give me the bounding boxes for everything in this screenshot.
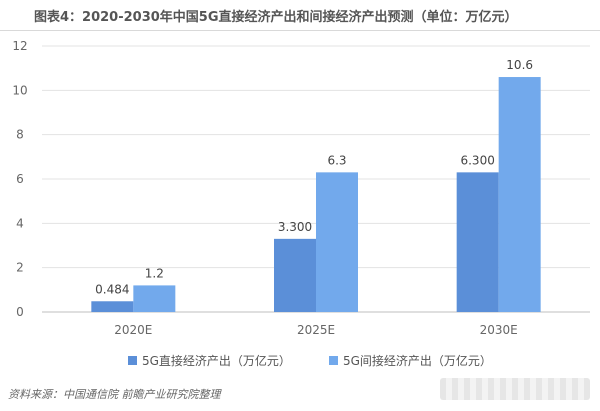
- y-tick-label: 0: [16, 305, 24, 319]
- data-label: 3.300: [278, 220, 312, 234]
- title-divider: [0, 30, 600, 31]
- x-tick-label: 2030E: [480, 323, 518, 337]
- source-note: 资料来源：中国通信院 前瞻产业研究院整理: [8, 388, 221, 401]
- data-label: 1.2: [145, 266, 164, 280]
- legend-swatch-direct: [128, 356, 137, 365]
- bar-direct: [274, 238, 316, 312]
- y-tick-label: 4: [16, 216, 24, 230]
- bar-indirect: [316, 172, 358, 312]
- x-tick-label: 2020E: [114, 323, 152, 337]
- y-tick-label: 8: [16, 128, 24, 142]
- y-tick-label: 12: [12, 39, 27, 53]
- legend-label-indirect: 5G间接经济产出（万亿元）: [342, 354, 492, 368]
- chart-legend: 5G直接经济产出（万亿元） 5G间接经济产出（万亿元）: [128, 352, 492, 369]
- data-label: 6.300: [460, 153, 494, 167]
- y-tick-label: 10: [12, 83, 27, 97]
- bar-direct: [91, 301, 134, 312]
- y-tick-label: 2: [16, 261, 24, 275]
- bar-indirect: [498, 77, 541, 313]
- chart-title: 图表4：2020-2030年中国5G直接经济产出和间接经济产出预测（单位：万亿元…: [34, 10, 518, 25]
- x-tick-label: 2025E: [297, 323, 335, 337]
- data-label: 0.484: [95, 282, 129, 296]
- bar-direct: [456, 172, 499, 312]
- legend-label-direct: 5G直接经济产出（万亿元）: [142, 354, 291, 368]
- blurred-watermark: [440, 378, 590, 400]
- bar-chart: 0 2 4 6 8 10 12 0.484 1.2 2020E 3.300 6.3 2025E 6.300…: [12, 39, 590, 337]
- bar-indirect: [133, 285, 176, 312]
- legend-item-direct: 5G直接经济产出（万亿元）: [128, 352, 291, 369]
- data-label: 6.3: [327, 153, 346, 167]
- legend-swatch-indirect: [328, 356, 338, 365]
- data-label: 10.6: [506, 58, 533, 72]
- legend-item-indirect: 5G间接经济产出（万亿元）: [328, 352, 492, 369]
- y-tick-label: 6: [16, 172, 24, 186]
